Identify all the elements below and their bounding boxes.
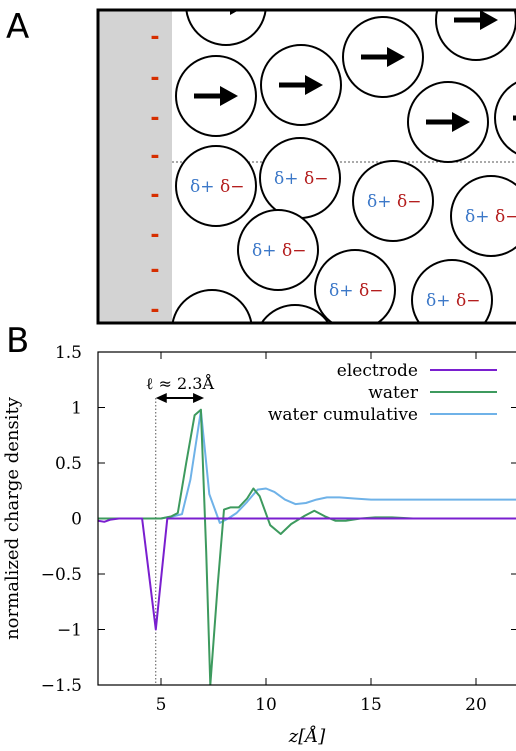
y-tick-label: 1	[71, 399, 82, 419]
dipole-negative-label: δ−	[299, 336, 323, 356]
dipole-arrowhead-icon	[220, 86, 238, 106]
legend-label: electrode	[337, 361, 418, 381]
y-tick-label: 0	[71, 510, 82, 530]
water-molecule-dipole: δ+ δ−	[260, 304, 330, 356]
water-molecule-dipole: δ+ δ−	[175, 145, 257, 227]
y-tick-label: 1.5	[55, 343, 82, 363]
water-molecule-oriented	[342, 16, 424, 98]
water-molecule-oriented	[175, 55, 257, 137]
electrode-negative-charge: -	[150, 183, 159, 208]
water-molecule-oriented	[407, 81, 489, 163]
electrode-negative-charge: -	[150, 223, 159, 248]
dipole-positive-label: δ+	[274, 169, 298, 189]
water-molecule-oriented	[494, 81, 516, 155]
y-tick-label: 0.5	[55, 454, 82, 474]
electrode-charges: - - - - - - - -	[150, 25, 159, 323]
charge-density-chart: 5 10 15 20 −1.5 −1 −0.5 0 0.5 1 1.5 ℓ ≈ 2.3Å elect…	[2, 343, 516, 747]
water-molecule-dipole: δ+ δ−	[411, 259, 493, 323]
water-molecule-dipole: δ+ δ−	[314, 249, 396, 323]
x-tick-label: 5	[156, 695, 167, 715]
arrow-right-icon	[193, 392, 205, 403]
water-molecule-dipole: δ+ δ−	[259, 137, 341, 219]
dipole-positive-label: δ+	[269, 336, 293, 356]
dipole-positive-label: δ+	[367, 192, 391, 212]
dipole-arrowhead-icon	[387, 47, 405, 67]
dipole-negative-label: δ−	[220, 177, 244, 197]
dipole-negative-label: δ−	[495, 207, 516, 227]
dipole-positive-label: δ+	[190, 177, 214, 197]
electrode-region	[98, 10, 172, 323]
electrode-negative-charge: -	[150, 144, 159, 169]
dipole-negative-label: δ−	[304, 169, 328, 189]
electrode-negative-charge: -	[150, 106, 159, 131]
dipole-arrowhead-icon	[452, 112, 470, 132]
x-axis-title: z[Å]	[288, 725, 327, 747]
y-tick-label: −1.5	[41, 676, 82, 696]
x-tick-label: 20	[465, 695, 487, 715]
panel-b-label: B	[6, 321, 29, 361]
annotation-label: ℓ ≈ 2.3Å	[146, 373, 215, 393]
dipole-negative-label: δ−	[397, 192, 421, 212]
dipole-negative-label: δ−	[359, 281, 383, 301]
distance-annotation: ℓ ≈ 2.3Å	[146, 373, 215, 685]
panel-a-label: A	[6, 7, 29, 47]
electrode-negative-charge: -	[150, 66, 159, 91]
series-line-water-cumulative	[98, 409, 516, 524]
arrow-left-icon	[155, 392, 167, 403]
schematic-frame	[96, 8, 516, 325]
schematic-panel: - - - - - - - - δ+ δ− δ+ δ− δ+ δ− δ+ δ− δ+ δ− δ+ δ− δ+ δ− δ+ δ…	[98, 10, 516, 356]
dipole-positive-label: δ+	[252, 241, 276, 261]
dipole-arrowhead-icon	[305, 75, 323, 95]
series-line-water	[98, 408, 516, 685]
y-tick-label: −1	[57, 621, 82, 641]
water-molecules: δ+ δ− δ+ δ−δ+ δ−δ+ δ−δ+ δ−δ+ δ− δ+ δ−δ+ δ−δ+ δ−	[171, 10, 516, 356]
series-line-electrode	[98, 517, 516, 631]
dipole-negative-label: δ−	[456, 291, 480, 311]
electrode-negative-charge: -	[150, 25, 159, 50]
water-molecule-dipole: δ+ δ−	[450, 175, 516, 257]
legend-label: water cumulative	[268, 405, 418, 425]
plot-frame	[97, 351, 516, 686]
dipole-arrowhead-icon	[480, 10, 498, 30]
water-molecule-oriented	[260, 44, 342, 126]
legend-label: water	[368, 383, 419, 403]
dipole-positive-label: δ+	[465, 207, 489, 227]
dipole-positive-label: δ+	[426, 291, 450, 311]
water-molecule-oriented	[435, 10, 516, 61]
water-molecule-dipole: δ+ δ−	[171, 289, 253, 323]
x-tick-label: 15	[360, 695, 382, 715]
electrode-negative-charge: -	[150, 258, 159, 283]
dipole-positive-label: δ+	[329, 281, 353, 301]
electrode-negative-charge: -	[150, 298, 159, 323]
water-molecule-dipole: δ+ δ−	[352, 160, 434, 242]
series-lines	[98, 408, 516, 685]
y-tick-label: −0.5	[41, 565, 82, 585]
y-axis-title: normalized charge density	[2, 396, 23, 640]
x-tick-label: 10	[255, 695, 277, 715]
water-molecule-dipole: δ+ δ−	[237, 209, 319, 291]
dipole-negative-label: δ−	[282, 241, 306, 261]
axis-ticks: 5 10 15 20 −1.5 −1 −0.5 0 0.5 1 1.5	[41, 343, 516, 715]
